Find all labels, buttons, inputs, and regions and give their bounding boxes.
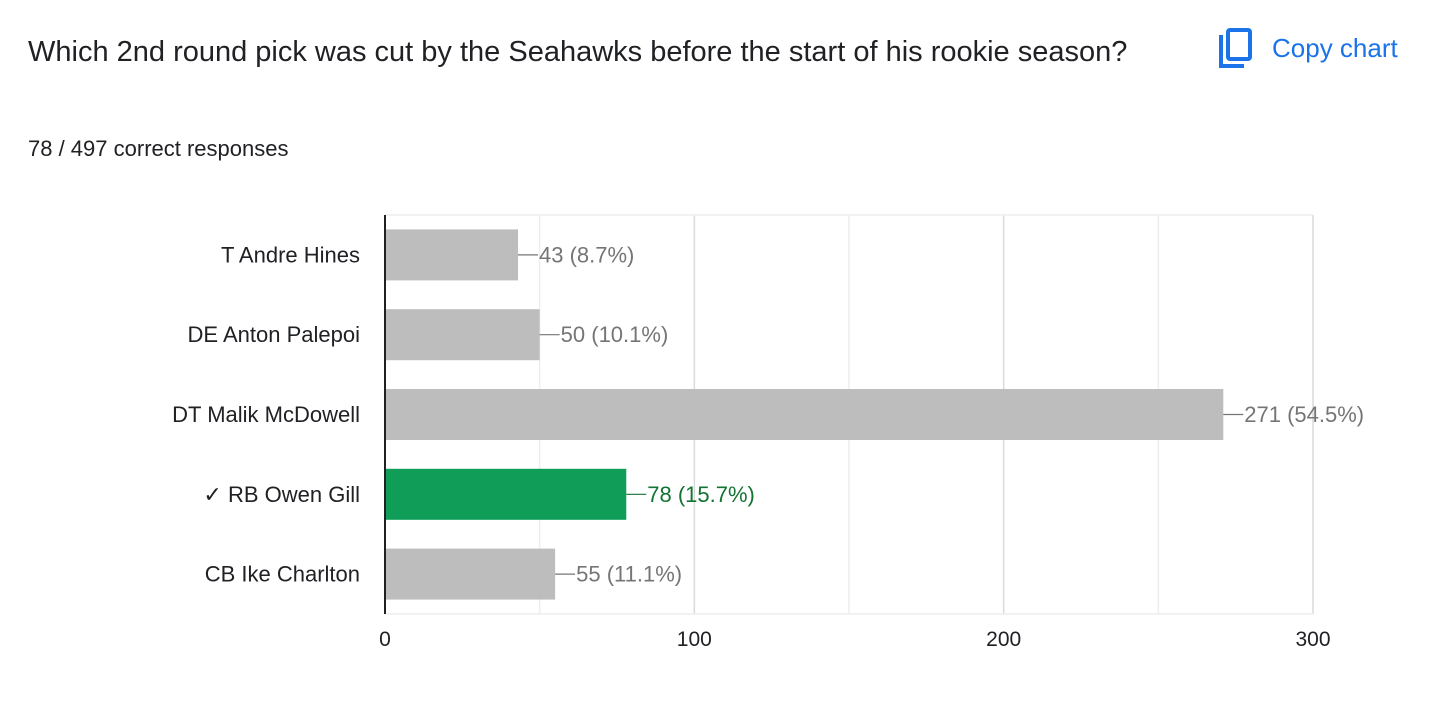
x-tick-label: 100 xyxy=(677,628,712,651)
bar xyxy=(385,468,627,520)
x-tick-label: 200 xyxy=(986,628,1021,651)
question-title: Which 2nd round pick was cut by the Seah… xyxy=(28,36,1128,68)
axes: T Andre Hines DE Anton Palepoi DT Malik Mc… xyxy=(172,215,1331,651)
data-label: 78 (15.7%) xyxy=(647,482,755,507)
bars: 43 (8.7%) 50 (10.1%) 271 (54.5%) 78 (15.7%)… xyxy=(385,229,1364,600)
data-label: 271 (54.5%) xyxy=(1244,402,1364,427)
x-tick-label: 300 xyxy=(1295,628,1330,651)
copy-chart-label: Copy chart xyxy=(1272,32,1398,63)
correct-responses-count: 78 / 497 correct responses xyxy=(28,136,289,161)
category-label: DT Malik McDowell xyxy=(172,402,360,427)
bar xyxy=(385,229,519,281)
category-label: T Andre Hines xyxy=(221,242,360,267)
x-tick-label: 0 xyxy=(379,628,391,651)
copy-icon xyxy=(1218,28,1252,68)
copy-chart-button[interactable]: Copy chart xyxy=(1218,24,1398,72)
category-label: ✓ RB Owen Gill xyxy=(203,482,360,507)
data-label: 50 (10.1%) xyxy=(561,322,669,347)
bar xyxy=(385,309,540,361)
bar xyxy=(385,548,556,600)
data-label: 43 (8.7%) xyxy=(539,242,634,267)
data-label: 55 (11.1%) xyxy=(576,562,682,587)
category-label: CB Ike Charlton xyxy=(205,562,360,587)
category-label: DE Anton Palepoi xyxy=(188,322,360,347)
bar xyxy=(385,389,1224,440)
